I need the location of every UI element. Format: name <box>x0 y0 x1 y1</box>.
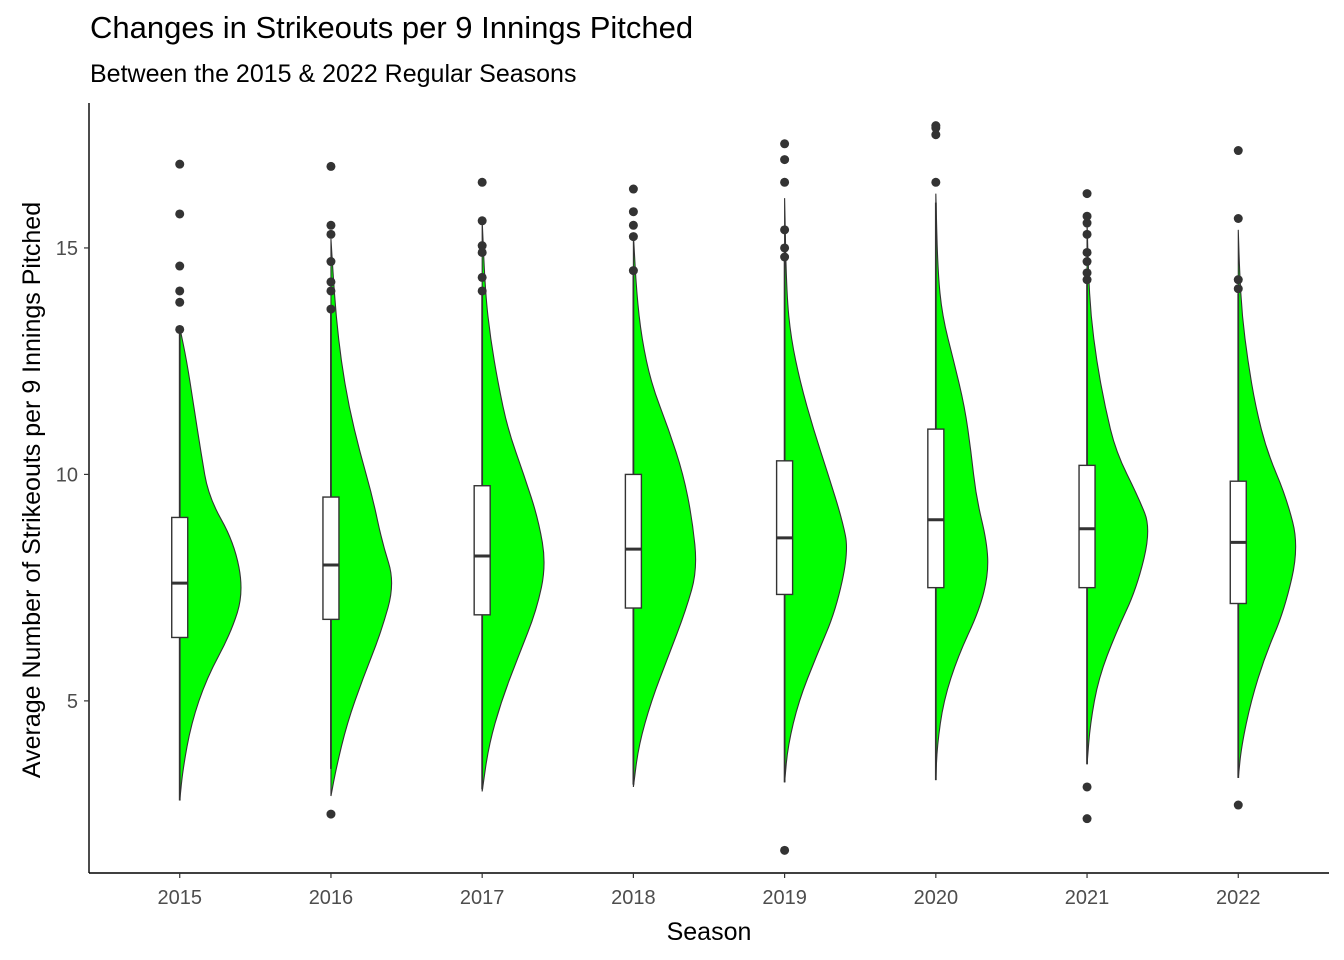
outlier-point <box>1233 146 1243 156</box>
y-ticks: 5 10 15 <box>56 238 89 713</box>
y-axis-title: Average Number of Strikeouts per 9 Innin… <box>18 202 46 778</box>
outlier-point <box>628 220 638 230</box>
outlier-point <box>477 216 487 226</box>
y-tick-label: 15 <box>56 238 78 260</box>
outlier-point <box>1233 275 1243 285</box>
outlier-point <box>1082 257 1092 267</box>
chart-subtitle: Between the 2015 & 2022 Regular Seasons <box>90 60 577 88</box>
violin-2019 <box>784 198 848 783</box>
outlier-point <box>326 304 336 314</box>
outlier-point <box>628 232 638 242</box>
violin-2022 <box>1237 229 1297 778</box>
outlier-point <box>1082 782 1092 792</box>
outlier-point <box>1082 268 1092 278</box>
outlier-point <box>175 324 185 334</box>
y-tick-label: 5 <box>67 691 78 713</box>
violin-2021 <box>1086 220 1149 765</box>
outlier-point <box>1082 189 1092 199</box>
outlier-point <box>477 177 487 187</box>
outlier-point <box>628 266 638 276</box>
violin-2020 <box>935 193 989 781</box>
outlier-point <box>477 286 487 296</box>
x-tick-label: 2020 <box>914 887 959 909</box>
outlier-point <box>326 257 336 267</box>
outlier-point <box>175 297 185 307</box>
box-2019 <box>775 460 794 596</box>
outlier-point <box>780 252 790 262</box>
outlier-point <box>1082 814 1092 824</box>
chart-title: Changes in Strikeouts per 9 Innings Pitc… <box>90 10 694 45</box>
outlier-point <box>931 177 941 187</box>
outlier-point <box>780 139 790 149</box>
x-tick-label: 2018 <box>611 887 656 909</box>
outlier-point <box>326 286 336 296</box>
outlier-point <box>780 845 790 855</box>
outlier-point <box>477 272 487 282</box>
outlier-point <box>1233 214 1243 223</box>
outlier-point <box>1233 800 1243 810</box>
box-2018 <box>624 473 643 609</box>
outlier-point <box>1082 218 1092 228</box>
violin-2016 <box>330 238 393 797</box>
y-tick-label: 10 <box>56 464 78 486</box>
outlier-point <box>628 207 638 217</box>
outlier-point <box>1082 229 1092 239</box>
box-2016 <box>322 496 340 621</box>
violin-2017 <box>481 220 545 792</box>
outlier-point <box>780 155 790 165</box>
outlier-point <box>1082 275 1092 285</box>
outlier-point <box>780 243 790 253</box>
violin-layer <box>179 193 1297 801</box>
box-2020 <box>927 428 945 589</box>
outlier-point <box>175 261 185 271</box>
outlier-point <box>175 209 185 219</box>
outlier-point <box>326 277 336 287</box>
boxplot-layer <box>171 121 1247 855</box>
outlier-point <box>477 247 487 257</box>
outlier-point <box>780 177 790 187</box>
box-2021 <box>1078 464 1096 589</box>
box-2015 <box>171 516 189 639</box>
outlier-point <box>1233 284 1243 294</box>
outlier-point <box>326 809 336 819</box>
outlier-point <box>1082 211 1092 221</box>
axes-layer <box>88 103 1329 874</box>
outlier-point <box>931 121 941 131</box>
outlier-point <box>628 184 638 194</box>
violin-2015 <box>179 327 242 801</box>
outlier-point <box>326 220 336 230</box>
x-axis-title: Season <box>667 918 752 946</box>
box-2017 <box>473 485 491 616</box>
outlier-point <box>477 241 487 251</box>
outlier-point <box>1082 247 1092 257</box>
x-ticks: 2015 2016 2017 2018 2019 2020 2021 2022 <box>157 873 1261 909</box>
x-tick-label: 2015 <box>157 887 202 909</box>
x-tick-label: 2016 <box>309 887 354 909</box>
outlier-point <box>326 229 336 239</box>
x-tick-label: 2021 <box>1065 887 1110 909</box>
outlier-point <box>175 286 185 296</box>
x-tick-label: 2019 <box>762 887 807 909</box>
x-tick-label: 2022 <box>1216 887 1261 909</box>
outlier-point <box>780 225 790 235</box>
violin-2018 <box>632 234 697 788</box>
outlier-point <box>175 159 185 169</box>
x-tick-label: 2017 <box>460 887 505 909</box>
outlier-point <box>931 130 941 140</box>
outlier-point <box>326 161 336 171</box>
